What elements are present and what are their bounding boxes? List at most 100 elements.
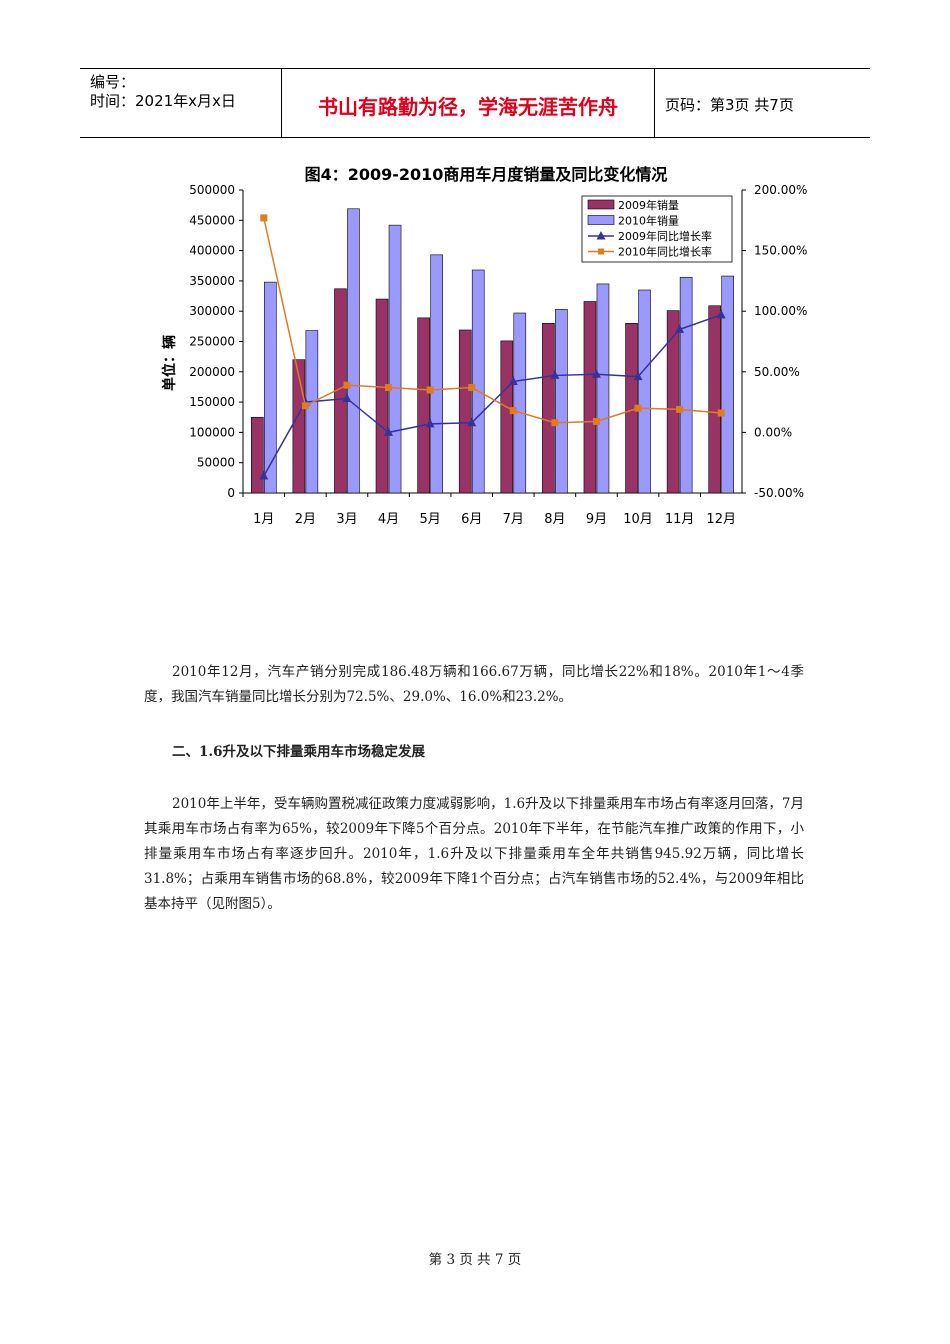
- plot-area: 5000004500004000003500003000002500002000…: [189, 183, 807, 527]
- triangle-marker: [259, 471, 269, 480]
- triangle-marker: [716, 309, 726, 319]
- bar-2009: [458, 329, 472, 494]
- legend-triangle-marker: [596, 231, 606, 240]
- square-marker: [468, 384, 476, 392]
- square-marker: [634, 404, 642, 412]
- y-tick-label: 200000: [189, 365, 235, 379]
- triangle-marker: [342, 393, 352, 402]
- paragraph-1-text: 2010年12月，汽车产销分别完成186.48万辆和166.67万辆，同比增长2…: [144, 664, 804, 705]
- x-tick-label: 2月: [295, 512, 316, 527]
- y2-tick-label: 150.00%: [754, 244, 807, 258]
- square-marker: [592, 417, 600, 425]
- bar-2010: [305, 330, 319, 494]
- page-footer: 第 3 页 共 7 页: [428, 1252, 522, 1268]
- triangle-marker: [384, 427, 394, 436]
- y-tick-label: 500000: [189, 183, 235, 197]
- y-tick-label: 400000: [189, 244, 235, 258]
- motto: 书山有路勤为径，学海无涯苦作舟: [318, 95, 618, 119]
- bar-2009: [666, 310, 680, 494]
- bar-2010: [721, 275, 735, 494]
- bar-2009: [542, 323, 555, 494]
- square-marker: [343, 381, 351, 389]
- x-tick-label: 1月: [253, 512, 274, 527]
- bar-2010: [471, 269, 485, 494]
- y-tick-label: 300000: [189, 304, 235, 318]
- x-tick-label: 3月: [336, 512, 357, 527]
- legend-swatch: [587, 199, 615, 210]
- x-tick-label: 11月: [665, 512, 695, 527]
- x-tick-label: 10月: [623, 512, 653, 527]
- y-tick-label: 100000: [189, 425, 235, 439]
- bar-2010: [388, 224, 402, 494]
- legend-square-marker: [598, 248, 604, 255]
- y2-tick-label: 100.00%: [754, 304, 807, 318]
- y-tick-label: 150000: [189, 395, 235, 409]
- y-tick-label: 350000: [189, 274, 235, 288]
- page-header: 编号： 时间：2021年x月x日 书山有路勤为径，学海无涯苦作舟 页码：第3页 …: [80, 68, 870, 138]
- header-page-cell: 页码：第3页 共7页: [655, 69, 870, 137]
- bar-2009: [500, 340, 514, 494]
- x-tick-label: 9月: [586, 512, 607, 527]
- section-heading: 二、1.6升及以下排量乘用车市场稳定发展: [172, 744, 425, 760]
- header-info-cell: 编号： 时间：2021年x月x日: [80, 69, 282, 137]
- legend-label: 2010年销量: [618, 214, 679, 228]
- chart-title: 图4：2009-2010商用车月度销量及同比变化情况: [305, 165, 668, 184]
- growth-line-2009: [263, 314, 722, 477]
- y2-tick-label: 50.00%: [754, 365, 800, 379]
- square-marker: [301, 402, 309, 410]
- square-marker: [551, 419, 559, 427]
- x-tick-label: 12月: [706, 512, 736, 527]
- bar-2010: [596, 283, 610, 494]
- bar-2010: [679, 276, 693, 494]
- y-tick-label: 450000: [189, 213, 235, 227]
- bar-2010: [347, 208, 360, 494]
- y2-tick-label: 200.00%: [754, 183, 807, 197]
- number-label: 编号：: [90, 73, 136, 91]
- bar-2009: [375, 298, 389, 494]
- paragraph-2: 2010年上半年，受车辆购置税减征政策力度减弱影响，1.6升及以下排量乘用车市场…: [144, 792, 804, 917]
- bar-2010: [513, 312, 527, 494]
- legend-label: 2009年销量: [618, 198, 679, 212]
- y-tick-label: 250000: [189, 335, 235, 349]
- bar-2009: [417, 317, 430, 494]
- bar-2009: [708, 305, 722, 494]
- y-tick-label: 50000: [197, 456, 235, 470]
- bar-2010: [263, 281, 277, 494]
- paragraph-1: 2010年12月，汽车产销分别完成186.48万辆和166.67万辆，同比增长2…: [144, 660, 804, 710]
- bar-2010: [638, 289, 651, 494]
- square-marker: [676, 405, 684, 413]
- legend-label: 2010年同比增长率: [618, 245, 712, 259]
- bar-2010: [430, 254, 443, 494]
- bar-2010: [555, 309, 568, 494]
- paragraph-2-text: 2010年上半年，受车辆购置税减征政策力度减弱影响，1.6升及以下排量乘用车市场…: [144, 796, 804, 912]
- x-tick-label: 4月: [378, 512, 399, 527]
- x-tick-label: 5月: [419, 512, 440, 527]
- triangle-marker: [425, 418, 435, 428]
- x-tick-label: 7月: [503, 512, 524, 527]
- time-label: 时间：2021年x月x日: [90, 92, 236, 110]
- triangle-marker: [633, 371, 643, 381]
- x-tick-label: 8月: [544, 512, 565, 527]
- legend-swatch: [587, 215, 615, 225]
- sales-chart: 图4：2009-2010商用车月度销量及同比变化情况 单位：辆 50000045…: [161, 165, 807, 527]
- square-marker: [385, 384, 393, 392]
- square-marker: [717, 409, 725, 417]
- bar-2009: [583, 301, 597, 494]
- y2-tick-label: 0.00%: [754, 425, 792, 439]
- legend-label: 2009年同比增长率: [618, 229, 712, 243]
- chart-y-axis-label: 单位：辆: [161, 335, 178, 391]
- x-tick-label: 6月: [461, 512, 482, 527]
- triangle-marker: [508, 376, 518, 385]
- y-tick-label: 0: [227, 486, 235, 500]
- square-marker: [509, 407, 517, 415]
- triangle-marker: [675, 324, 685, 333]
- triangle-marker: [467, 417, 477, 427]
- bar-2009: [250, 416, 264, 494]
- header-motto-cell: 书山有路勤为径，学海无涯苦作舟: [282, 69, 655, 137]
- square-marker: [426, 386, 434, 394]
- y2-tick-label: -50.00%: [754, 486, 804, 500]
- triangle-marker: [591, 369, 601, 378]
- page-info: 页码：第3页 共7页: [665, 96, 794, 114]
- growth-line-2010: [263, 217, 722, 424]
